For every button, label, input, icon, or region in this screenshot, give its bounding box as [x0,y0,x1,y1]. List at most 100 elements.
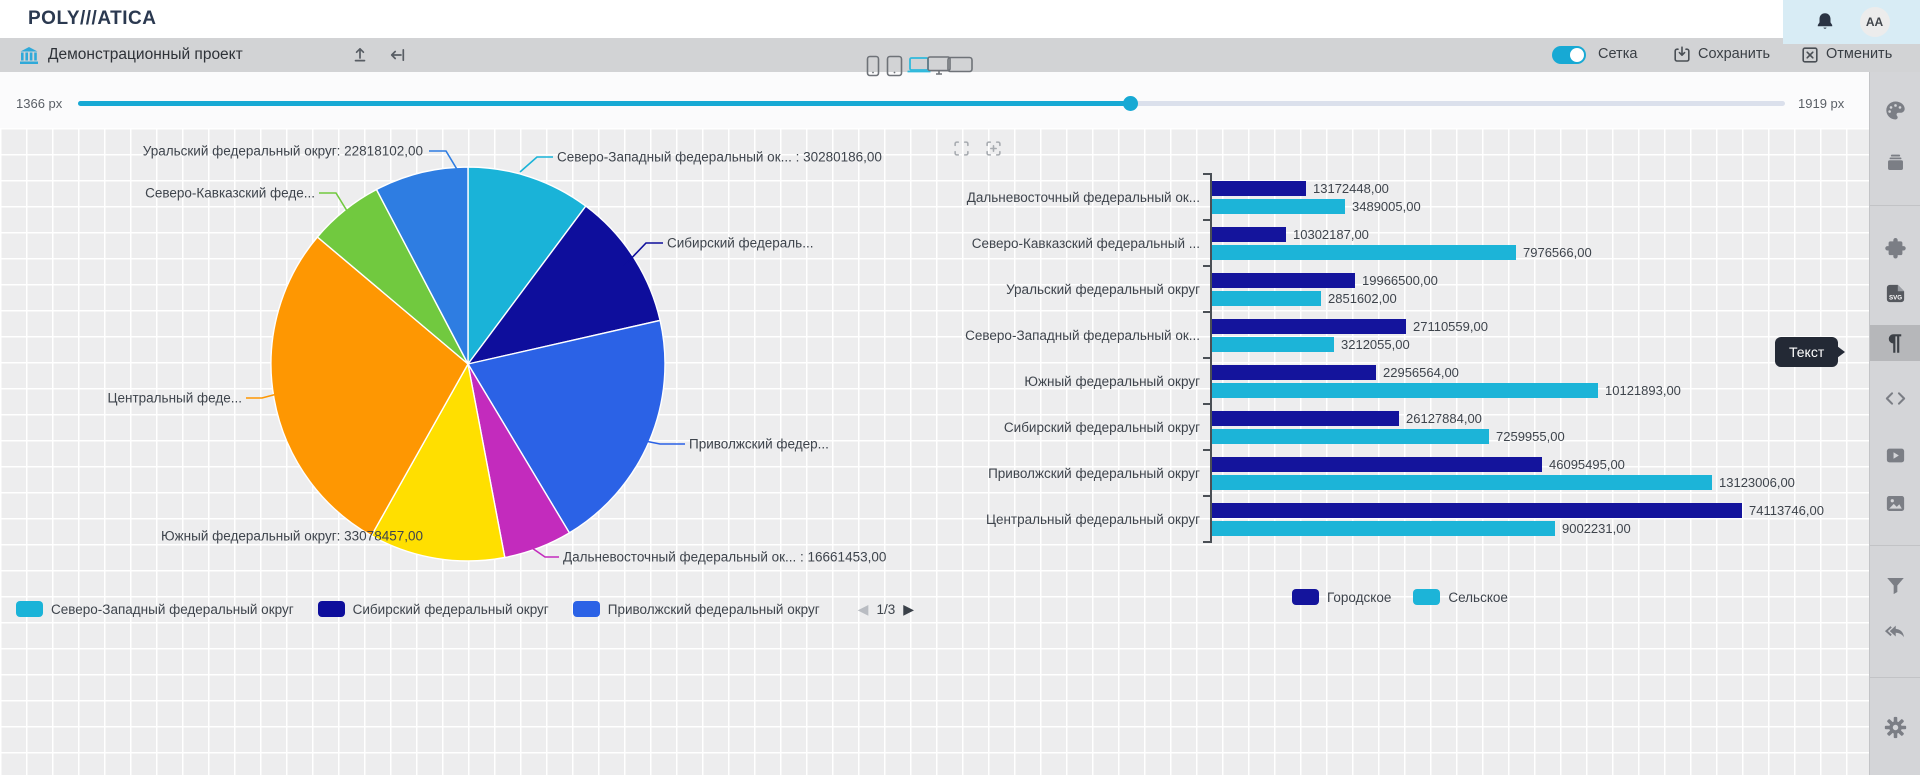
sidebar-item-undo[interactable] [1870,613,1920,653]
app-header: POLY///ATICA AA [0,0,1920,44]
pie-callout-line [429,150,462,177]
header-user-area: AA [1783,0,1920,44]
save-button[interactable]: Сохранить [1698,46,1771,62]
bar-rural[interactable] [1212,475,1712,490]
width-slider[interactable] [78,96,1785,111]
device-preview-switcher [866,44,973,77]
bar-value-label: 10121893,00 [1605,383,1681,398]
width-slider-fill [78,101,1130,106]
sidebar-item-image[interactable] [1870,483,1920,523]
bar-value-label: 10302187,00 [1293,227,1369,242]
sidebar-item-svg[interactable]: SVG [1870,273,1920,313]
pie-chart-legend: Северо-Западный федеральный округ Сибирск… [16,601,914,617]
width-slider-handle[interactable] [1123,96,1138,111]
bar-value-label: 7259955,00 [1496,429,1565,444]
filter-icon [1884,574,1907,597]
collapse-left-icon[interactable] [388,45,408,65]
avatar[interactable]: AA [1859,7,1890,37]
bar-rural[interactable] [1212,337,1334,352]
cancel-button[interactable]: Отменить [1826,46,1893,62]
image-icon [1884,492,1907,515]
pie-chart[interactable]: Северо-Западный федеральный ок... : 3028… [0,128,940,608]
legend-page-indicator: 1/3 [876,601,896,617]
pie-slice[interactable] [370,361,506,562]
pie-legend-item[interactable]: Сибирский федеральный округ [317,601,549,617]
save-icon[interactable] [1672,45,1692,65]
pie-callout-line [639,439,685,445]
widget-sidebar: SVG [1869,72,1920,775]
pie-slice[interactable] [467,166,587,367]
bar-category-label: Южный федеральный округ [1024,374,1200,389]
grid-toggle[interactable] [1552,46,1586,64]
sidebar-item-text[interactable] [1870,325,1920,361]
sidebar-item-video[interactable] [1870,435,1920,475]
legend-swatch [16,601,43,617]
project-toolbar: Демонстрационный проект Сетка Сохранить … [0,38,1920,77]
bar-legend-item[interactable]: Городское [1292,589,1391,605]
bar-rural[interactable] [1212,199,1345,214]
pie-callout-label: Северо-Кавказский феде... [145,186,315,201]
sidebar-item-widgets[interactable] [1870,142,1920,182]
tooltip-text: Текст [1789,344,1825,360]
bar-value-label: 26127884,00 [1406,411,1482,426]
bar-urban[interactable] [1212,365,1376,380]
pie-legend-item[interactable]: Приволжский федеральный округ [572,601,820,617]
bar-axis-tick [1203,219,1210,221]
bar-urban[interactable] [1212,319,1406,334]
bar-category-label: Сибирский федеральный округ [1003,420,1200,435]
pie-callout-line [519,156,553,173]
grid-toggle-label: Сетка [1598,46,1638,62]
svg-text:SVG: SVG [1889,294,1902,301]
cancel-icon[interactable] [1800,45,1820,65]
bar-urban[interactable] [1212,411,1399,426]
app-logo: POLY///ATICA [28,8,157,29]
bar-urban[interactable] [1212,503,1742,518]
bar-rural[interactable] [1212,521,1555,536]
bar-legend-item[interactable]: Сельское [1413,589,1508,605]
pie-callout-line [427,535,453,543]
bar-urban[interactable] [1212,181,1306,196]
pie-callout-line [319,192,353,220]
bar-axis-tick [1203,541,1210,543]
bar-category-label: Северо-Кавказский федеральный ... [971,236,1200,251]
pie-callout-label: Сибирский федераль... [667,236,813,251]
pie-slice[interactable] [375,166,469,365]
sidebar-item-puzzle[interactable] [1870,228,1920,268]
slider-max-label: 1919 px [1798,96,1845,111]
bar-urban[interactable] [1212,457,1542,472]
bar-value-label: 27110559,00 [1413,319,1488,334]
pie-callout-label: Северо-Западный федеральный ок... : 3028… [557,150,882,165]
notifications-bell-icon[interactable] [1814,11,1836,33]
bar-rural[interactable] [1212,245,1516,260]
widget-select-icon[interactable] [953,140,970,157]
bar-category-label: Приволжский федеральный округ [988,466,1200,481]
legend-prev-icon[interactable]: ◀ [857,601,869,617]
bar-value-label: 74113746,00 [1749,503,1824,518]
sidebar-divider [1870,677,1920,678]
pie-slice[interactable] [270,236,469,537]
bar-urban[interactable] [1212,273,1355,288]
sidebar-item-settings[interactable] [1870,707,1920,747]
sidebar-divider [1870,545,1920,546]
sidebar-item-code[interactable] [1870,378,1920,418]
legend-swatch [317,601,345,617]
bar-value-label: 19966500,00 [1362,273,1438,288]
bar-rural[interactable] [1212,291,1321,306]
bar-rural[interactable] [1212,429,1489,444]
legend-swatch [1413,589,1441,605]
sidebar-item-palette[interactable] [1870,90,1920,130]
widget-frame-icon[interactable] [985,140,1002,157]
pie-legend-item[interactable]: Северо-Западный федеральный округ [16,601,294,617]
bar-rural[interactable] [1212,383,1598,398]
bar-category-label: Северо-Западный федеральный ок... [965,328,1200,343]
bar-urban[interactable] [1212,227,1286,242]
sidebar-item-filter[interactable] [1870,565,1920,605]
legend-next-icon[interactable]: ▶ [903,601,914,617]
pie-callout-label: Дальневосточный федеральный ок... : 1666… [563,550,886,565]
bar-axis-tick [1203,449,1210,451]
bar-chart-legend: Городское Сельское [1292,589,1530,605]
bar-value-label: 13123006,00 [1719,475,1795,490]
export-icon[interactable] [350,45,370,65]
bar-value-label: 46095495,00 [1549,457,1625,472]
video-icon [1884,444,1907,467]
